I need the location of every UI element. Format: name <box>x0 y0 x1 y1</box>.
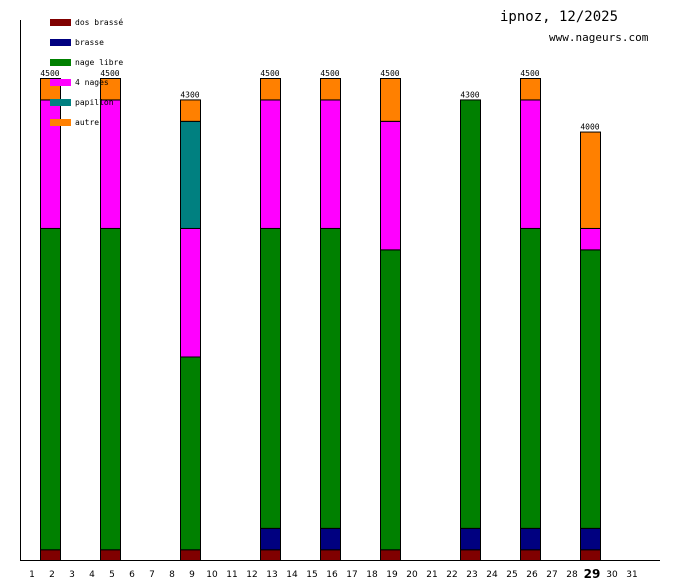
bar-total-label: 4500 <box>520 69 539 78</box>
x-tick-label: 24 <box>486 570 498 580</box>
bar-segment-nage-libre <box>40 227 61 551</box>
x-tick-label: 5 <box>109 570 115 580</box>
bar-segment-dos-brassé <box>100 549 121 561</box>
bar-segment-dos-brassé <box>380 549 401 561</box>
legend-swatch <box>50 59 71 66</box>
bar-segment-brasse <box>260 527 281 551</box>
bar-segment-nage-libre <box>260 227 281 529</box>
bar-segment-autre <box>320 78 341 101</box>
chart-title: ipnoz, 12/2025 <box>500 9 619 25</box>
x-tick-label: 17 <box>346 570 357 580</box>
x-tick-label: 10 <box>206 570 218 580</box>
legend-label: dos brassé <box>75 17 123 27</box>
legend-swatch <box>50 19 71 26</box>
bar-segment-autre <box>520 78 541 101</box>
bar-segment-dos-brassé <box>580 549 601 561</box>
x-tick-label: 30 <box>606 570 618 580</box>
legend-label: brasse <box>75 38 104 47</box>
bar-segment-4-nages <box>520 99 541 229</box>
bar-segment-dos-brassé <box>460 549 481 561</box>
x-tick-label: 4 <box>89 570 95 580</box>
x-tick-label: 22 <box>446 570 457 580</box>
bar-segment-brasse <box>580 527 601 551</box>
bar-segment-nage-libre <box>100 227 121 551</box>
x-tick-label: 14 <box>286 570 298 580</box>
bar-total-label: 4500 <box>320 69 339 78</box>
bar-segment-4-nages <box>320 99 341 229</box>
bar-segment-dos-brassé <box>180 549 201 561</box>
x-tick-label: 26 <box>526 570 538 580</box>
bar-segment-nage-libre <box>180 356 201 551</box>
legend-swatch <box>50 119 71 126</box>
x-tick-label: 7 <box>149 570 155 580</box>
bar-segment-nage-libre <box>460 99 481 529</box>
site-link[interactable]: www.nageurs.com <box>549 31 649 44</box>
x-tick-label: 18 <box>366 570 378 580</box>
x-tick-label: 19 <box>386 570 398 580</box>
bar-segment-brasse <box>460 527 481 551</box>
bar-segment-autre <box>580 131 601 229</box>
bar-total-label: 4500 <box>40 69 59 78</box>
bar-total-label: 4500 <box>380 69 399 78</box>
bar-segment-dos-brassé <box>260 549 281 561</box>
bar-segment-autre <box>100 78 121 101</box>
bar-segment-dos-brassé <box>520 549 541 561</box>
bar-segment-brasse <box>520 527 541 551</box>
bar-total-label: 4300 <box>180 90 199 99</box>
bar-total-label: 4500 <box>100 69 119 78</box>
legend-swatch <box>50 99 71 106</box>
bar-total-label: 4300 <box>460 90 479 99</box>
bar-segment-nage-libre <box>520 227 541 529</box>
bar-segment-autre <box>260 78 281 101</box>
x-tick-label: 31 <box>626 570 637 580</box>
bar-segment-papillon <box>180 120 201 229</box>
bar-segment-autre <box>380 78 401 122</box>
x-tick-label: 15 <box>306 570 317 580</box>
bar-segment-nage-libre <box>580 249 601 529</box>
legend-label: autre <box>75 118 99 127</box>
x-tick-label: 13 <box>266 570 277 580</box>
x-tick-label: 28 <box>566 570 578 580</box>
x-tick-label: 6 <box>129 570 135 580</box>
x-tick-label: 20 <box>406 570 418 580</box>
x-tick-label: 21 <box>426 570 437 580</box>
legend-swatch <box>50 79 71 86</box>
bar-segment-4-nages <box>380 120 401 251</box>
x-tick-label: 29 <box>584 567 601 580</box>
legend-label: 4 nages <box>75 78 109 87</box>
x-tick-label: 12 <box>246 570 257 580</box>
x-tick-label: 9 <box>189 570 195 580</box>
bar-total-label: 4500 <box>260 69 279 78</box>
legend-label: papillon <box>75 98 114 107</box>
x-tick-label: 3 <box>69 570 75 580</box>
x-tick-label: 1 <box>29 570 35 580</box>
bar-segment-nage-libre <box>320 227 341 529</box>
bar-segment-brasse <box>320 527 341 551</box>
legend-swatch <box>50 39 71 46</box>
bar-segment-4-nages <box>180 227 201 358</box>
bar-segment-autre <box>180 99 201 122</box>
legend-label: nage libre <box>75 58 123 67</box>
bar-segment-dos-brassé <box>320 549 341 561</box>
x-tick-label: 2 <box>49 570 55 580</box>
bar-segment-nage-libre <box>380 249 401 551</box>
x-tick-label: 11 <box>226 570 237 580</box>
bar-segment-4-nages <box>100 99 121 229</box>
x-tick-label: 16 <box>326 570 338 580</box>
bar-segment-4-nages <box>260 99 281 229</box>
bar-segment-4-nages <box>580 227 601 251</box>
x-tick-label: 25 <box>506 570 517 580</box>
bar-total-label: 4000 <box>580 123 599 132</box>
x-tick-label: 23 <box>466 570 477 580</box>
bar-segment-dos-brassé <box>40 549 61 561</box>
x-tick-label: 27 <box>546 570 557 580</box>
x-tick-label: 8 <box>169 570 175 580</box>
